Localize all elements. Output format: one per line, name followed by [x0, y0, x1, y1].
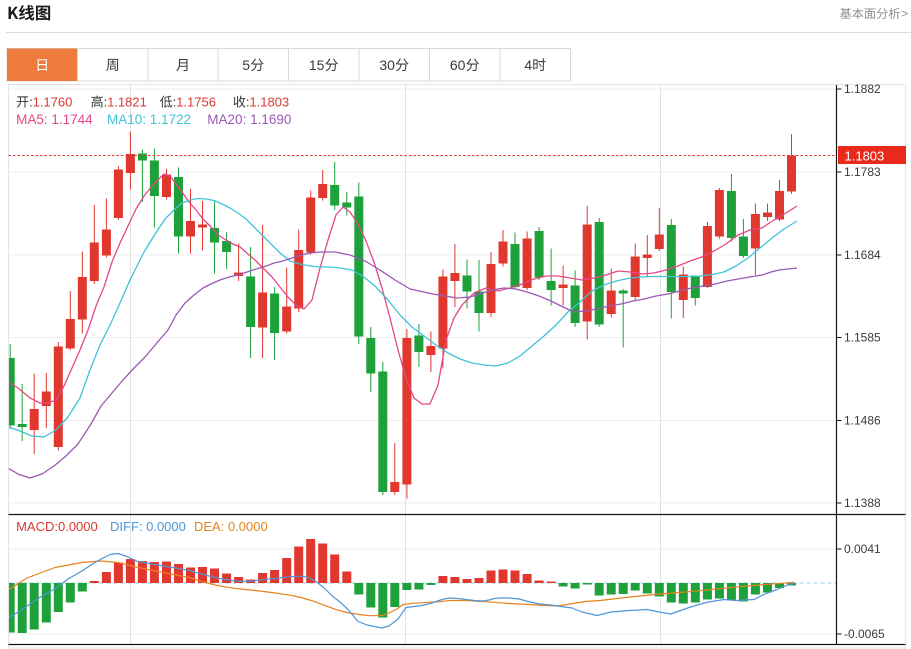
svg-text:>: >: [901, 6, 908, 20]
svg-text:DIFF: 0.0000: DIFF: 0.0000: [110, 519, 186, 534]
svg-text:1.1803: 1.1803: [845, 148, 885, 163]
svg-text:MA5: 1.1744: MA5: 1.1744: [16, 112, 93, 127]
svg-text:60: 60: [450, 57, 466, 73]
svg-text:1.1783: 1.1783: [844, 165, 881, 179]
svg-text:MA20: 1.1690: MA20: 1.1690: [207, 112, 291, 127]
svg-text:1.1684: 1.1684: [844, 248, 881, 262]
svg-text:5: 5: [242, 57, 250, 73]
svg-text:MA10: 1.1722: MA10: 1.1722: [107, 112, 191, 127]
svg-text:4: 4: [524, 57, 532, 73]
svg-text::: :: [104, 95, 108, 110]
svg-text:MACD:0.0000: MACD:0.0000: [16, 519, 98, 534]
svg-text:0.0041: 0.0041: [844, 542, 881, 556]
svg-text:1.1760: 1.1760: [33, 95, 73, 110]
svg-text::: :: [29, 95, 33, 110]
svg-text::: :: [173, 95, 177, 110]
svg-text:1.1388: 1.1388: [844, 496, 881, 510]
svg-text:DEA: 0.0000: DEA: 0.0000: [194, 519, 268, 534]
svg-text:1.1585: 1.1585: [844, 331, 881, 345]
svg-text:-0.0065: -0.0065: [844, 627, 885, 641]
svg-text:1.1756: 1.1756: [176, 95, 216, 110]
svg-text:30: 30: [379, 57, 395, 73]
svg-text:1.1821: 1.1821: [107, 95, 147, 110]
svg-text:1.1882: 1.1882: [844, 82, 881, 96]
svg-text::: :: [246, 95, 250, 110]
svg-text:15: 15: [309, 57, 325, 73]
svg-text:1.1486: 1.1486: [844, 414, 881, 428]
svg-text:1.1803: 1.1803: [249, 95, 289, 110]
